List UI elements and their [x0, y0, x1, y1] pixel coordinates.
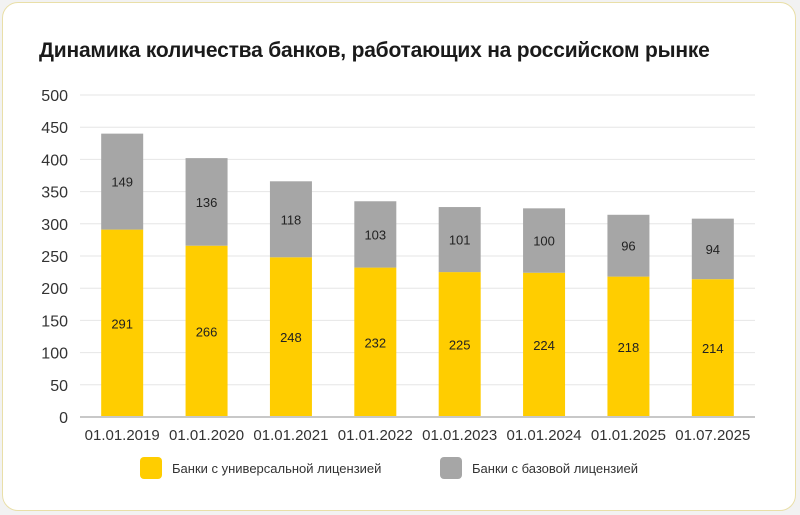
legend-swatch-basic — [440, 457, 462, 479]
x-tick-label: 01.01.2021 — [253, 427, 328, 444]
y-tick-label: 50 — [50, 378, 68, 395]
bar-universal — [185, 245, 228, 417]
legend-label-basic: Банки с базовой лицензией — [472, 460, 639, 476]
y-tick-label: 500 — [41, 88, 68, 105]
data-label-universal: 218 — [618, 340, 640, 355]
x-tick-label: 01.01.2023 — [422, 427, 497, 444]
data-label-basic: 118 — [281, 212, 302, 227]
data-label-universal: 224 — [533, 338, 555, 353]
bar-basic — [607, 214, 650, 277]
data-label-universal: 232 — [364, 335, 386, 350]
y-tick-label: 250 — [41, 249, 68, 266]
data-label-universal: 214 — [702, 341, 724, 356]
x-tick-label: 01.07.2025 — [675, 427, 750, 444]
bar-universal — [354, 267, 397, 417]
bar-universal — [101, 229, 144, 417]
y-tick-label: 200 — [41, 281, 68, 298]
data-label-universal: 266 — [196, 324, 218, 339]
data-label-basic: 100 — [533, 234, 555, 249]
bar-universal — [607, 276, 650, 417]
y-axis-ticks: 0 50 100 150 200 250 300 350 400 450 500 — [41, 88, 68, 427]
legend: Банки с универсальной лицензией Банки с … — [0, 457, 800, 481]
x-tick-label: 01.01.2024 — [507, 427, 582, 444]
data-label-universal: 248 — [280, 330, 302, 345]
bar-basic — [101, 133, 144, 230]
legend-label-universal: Банки с универсальной лицензией — [172, 460, 382, 476]
data-label-basic: 103 — [364, 227, 386, 242]
data-label-basic: 94 — [706, 242, 720, 257]
y-tick-label: 450 — [41, 120, 68, 137]
legend-item-universal: Банки с универсальной лицензией — [140, 457, 381, 479]
bar-basic — [354, 201, 397, 268]
x-tick-label: 01.01.2025 — [591, 427, 666, 444]
x-tick-label: 01.01.2020 — [169, 427, 244, 444]
y-tick-label: 300 — [41, 217, 68, 234]
data-label-universal: 225 — [449, 338, 471, 353]
x-tick-label: 01.01.2022 — [338, 427, 413, 444]
legend-item-basic: Банки с базовой лицензией — [440, 457, 638, 479]
bar-universal — [269, 257, 312, 417]
bar-basic — [691, 218, 734, 280]
bar-universal — [438, 272, 481, 417]
x-axis-ticks: 01.01.2019 01.01.2020 01.01.2021 01.01.2022… — [80, 416, 755, 444]
y-tick-label: 400 — [41, 152, 68, 169]
bar-basic — [185, 158, 228, 246]
data-label-basic: 136 — [196, 195, 218, 210]
x-tick-label: 01.01.2019 — [85, 427, 160, 444]
data-label-basic: 96 — [621, 239, 635, 254]
bar-basic — [438, 207, 481, 273]
data-label-basic: 149 — [111, 175, 133, 190]
y-tick-label: 350 — [41, 185, 68, 202]
grid-lines — [80, 94, 755, 386]
bars: 291 149 266 136 248 118 232 103 225 101 224 100 218 9… — [101, 133, 734, 417]
y-tick-label: 100 — [41, 346, 68, 363]
y-tick-label: 0 — [59, 410, 68, 427]
data-label-basic: 101 — [449, 233, 471, 248]
y-tick-label: 150 — [41, 313, 68, 330]
chart-title: Динамика количества банков, работающих н… — [39, 39, 710, 62]
legend-swatch-universal — [140, 457, 162, 479]
bar-universal — [691, 279, 734, 417]
data-label-universal: 291 — [111, 316, 133, 331]
bar-basic — [269, 181, 312, 258]
bar-basic — [523, 208, 566, 273]
bar-universal — [523, 272, 566, 417]
